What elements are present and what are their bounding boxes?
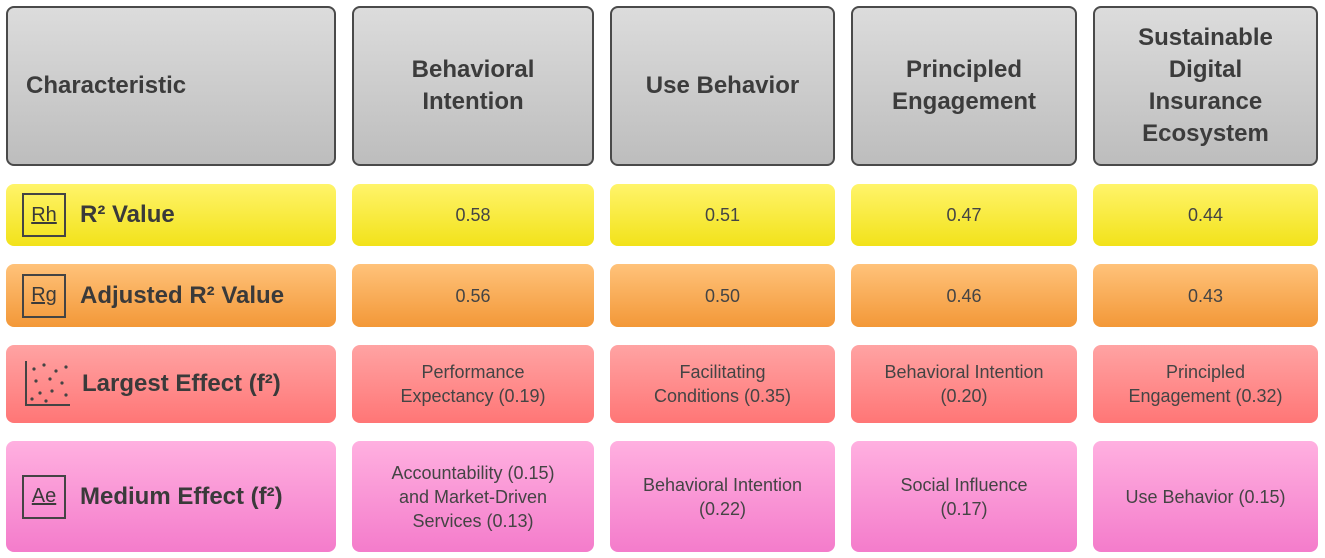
value-cell: Social Influence (0.17) [851, 441, 1077, 552]
text-line: Principled [1165, 362, 1246, 382]
text-line: Behavioral [411, 56, 535, 83]
icon: Rh [22, 193, 66, 237]
text-line: Conditions (0.35) [653, 386, 792, 406]
header-cell: Behavioral Intention [352, 6, 594, 166]
row-label-text: Largest Effect (f²) [82, 370, 281, 397]
text-line: Intention [422, 88, 524, 115]
value-cell: 0.58 [352, 184, 594, 246]
header-cell: Sustainable Digital Insurance Ecosystem [1093, 6, 1318, 166]
text-line: Behavioral Intention [642, 474, 803, 495]
text-line: Social Influence [900, 474, 1028, 495]
text-line: Accountability (0.15) [391, 462, 555, 483]
text-line: 0.46 [946, 285, 982, 306]
text-line: Ecosystem [1142, 120, 1269, 147]
value-cell: Facilitating Conditions (0.35) [610, 345, 835, 423]
text-line: Characteristic [26, 72, 187, 99]
value-cell: 0.47 [851, 184, 1077, 246]
header-cell: Principled Engagement [851, 6, 1077, 166]
row-label: Rh R² Value [6, 184, 336, 246]
value-cell: 0.50 [610, 264, 835, 327]
text-line: Behavioral Intention [884, 362, 1044, 382]
text-line: (0.17) [940, 498, 988, 519]
header-cell: Use Behavior [610, 6, 835, 166]
row-label: Largest Effect (f²) [6, 345, 336, 423]
text-line: (0.20) [940, 386, 988, 406]
text-line: Use Behavior (0.15) [1125, 486, 1286, 507]
value-cell: Performance Expectancy (0.19) [352, 345, 594, 423]
scatter-icon [25, 361, 70, 406]
text-line: 0.44 [1187, 205, 1224, 225]
value-cell: 0.51 [610, 184, 835, 246]
text-line: 0.58 [455, 205, 491, 225]
text-line: Insurance [1148, 88, 1263, 115]
text-line: Services (0.13) [412, 510, 534, 531]
text-line: Engagement (0.32) [1128, 386, 1283, 406]
text-line: 0.50 [704, 285, 741, 306]
text-line: Principled [905, 56, 1023, 83]
text-line: Digital [1168, 56, 1243, 83]
value-cell: Accountability (0.15) and Market-Driven Se… [352, 441, 594, 552]
text-line: 0.56 [455, 285, 491, 306]
text-line: (0.22) [698, 498, 747, 519]
header-cell: Characteristic [6, 6, 336, 166]
row-label: Rg Adjusted R² Value [6, 264, 336, 327]
value-cell: Behavioral Intention (0.20) [851, 345, 1077, 423]
text-line: Sustainable [1138, 24, 1273, 51]
text-line: Performance [421, 362, 525, 382]
text-line: 0.47 [946, 205, 982, 225]
row-label-text: Adjusted R² Value [80, 281, 285, 309]
icon: Ae [22, 474, 66, 519]
text-line: Use Behavior [645, 72, 800, 99]
value-cell: 0.56 [352, 264, 594, 327]
text-line: Engagement [891, 88, 1037, 115]
row-label-text: Medium Effect (f²) [80, 482, 283, 510]
value-cell: 0.43 [1093, 264, 1318, 327]
value-cell: Principled Engagement (0.32) [1093, 345, 1318, 423]
text-line: Facilitating [679, 362, 766, 382]
value-cell: Use Behavior (0.15) [1093, 441, 1318, 552]
text-line: 0.51 [704, 205, 741, 225]
text-line: Expectancy (0.19) [400, 386, 546, 406]
row-label: Ae Medium Effect (f²) [6, 441, 336, 552]
value-cell: Behavioral Intention (0.22) [610, 441, 835, 552]
text-line: and Market-Driven [398, 486, 548, 507]
value-cell: 0.46 [851, 264, 1077, 327]
icon: Rg [22, 273, 66, 318]
text-line: 0.43 [1187, 285, 1224, 306]
value-cell: 0.44 [1093, 184, 1318, 246]
row-label-text: R² Value [80, 201, 175, 228]
